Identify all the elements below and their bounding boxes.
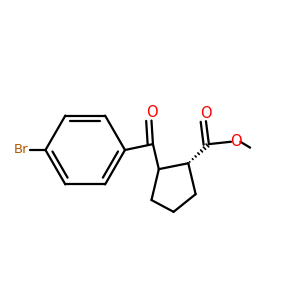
Text: O: O bbox=[230, 134, 242, 149]
Text: Br: Br bbox=[14, 143, 28, 157]
Text: O: O bbox=[200, 106, 212, 121]
Text: O: O bbox=[146, 105, 158, 120]
